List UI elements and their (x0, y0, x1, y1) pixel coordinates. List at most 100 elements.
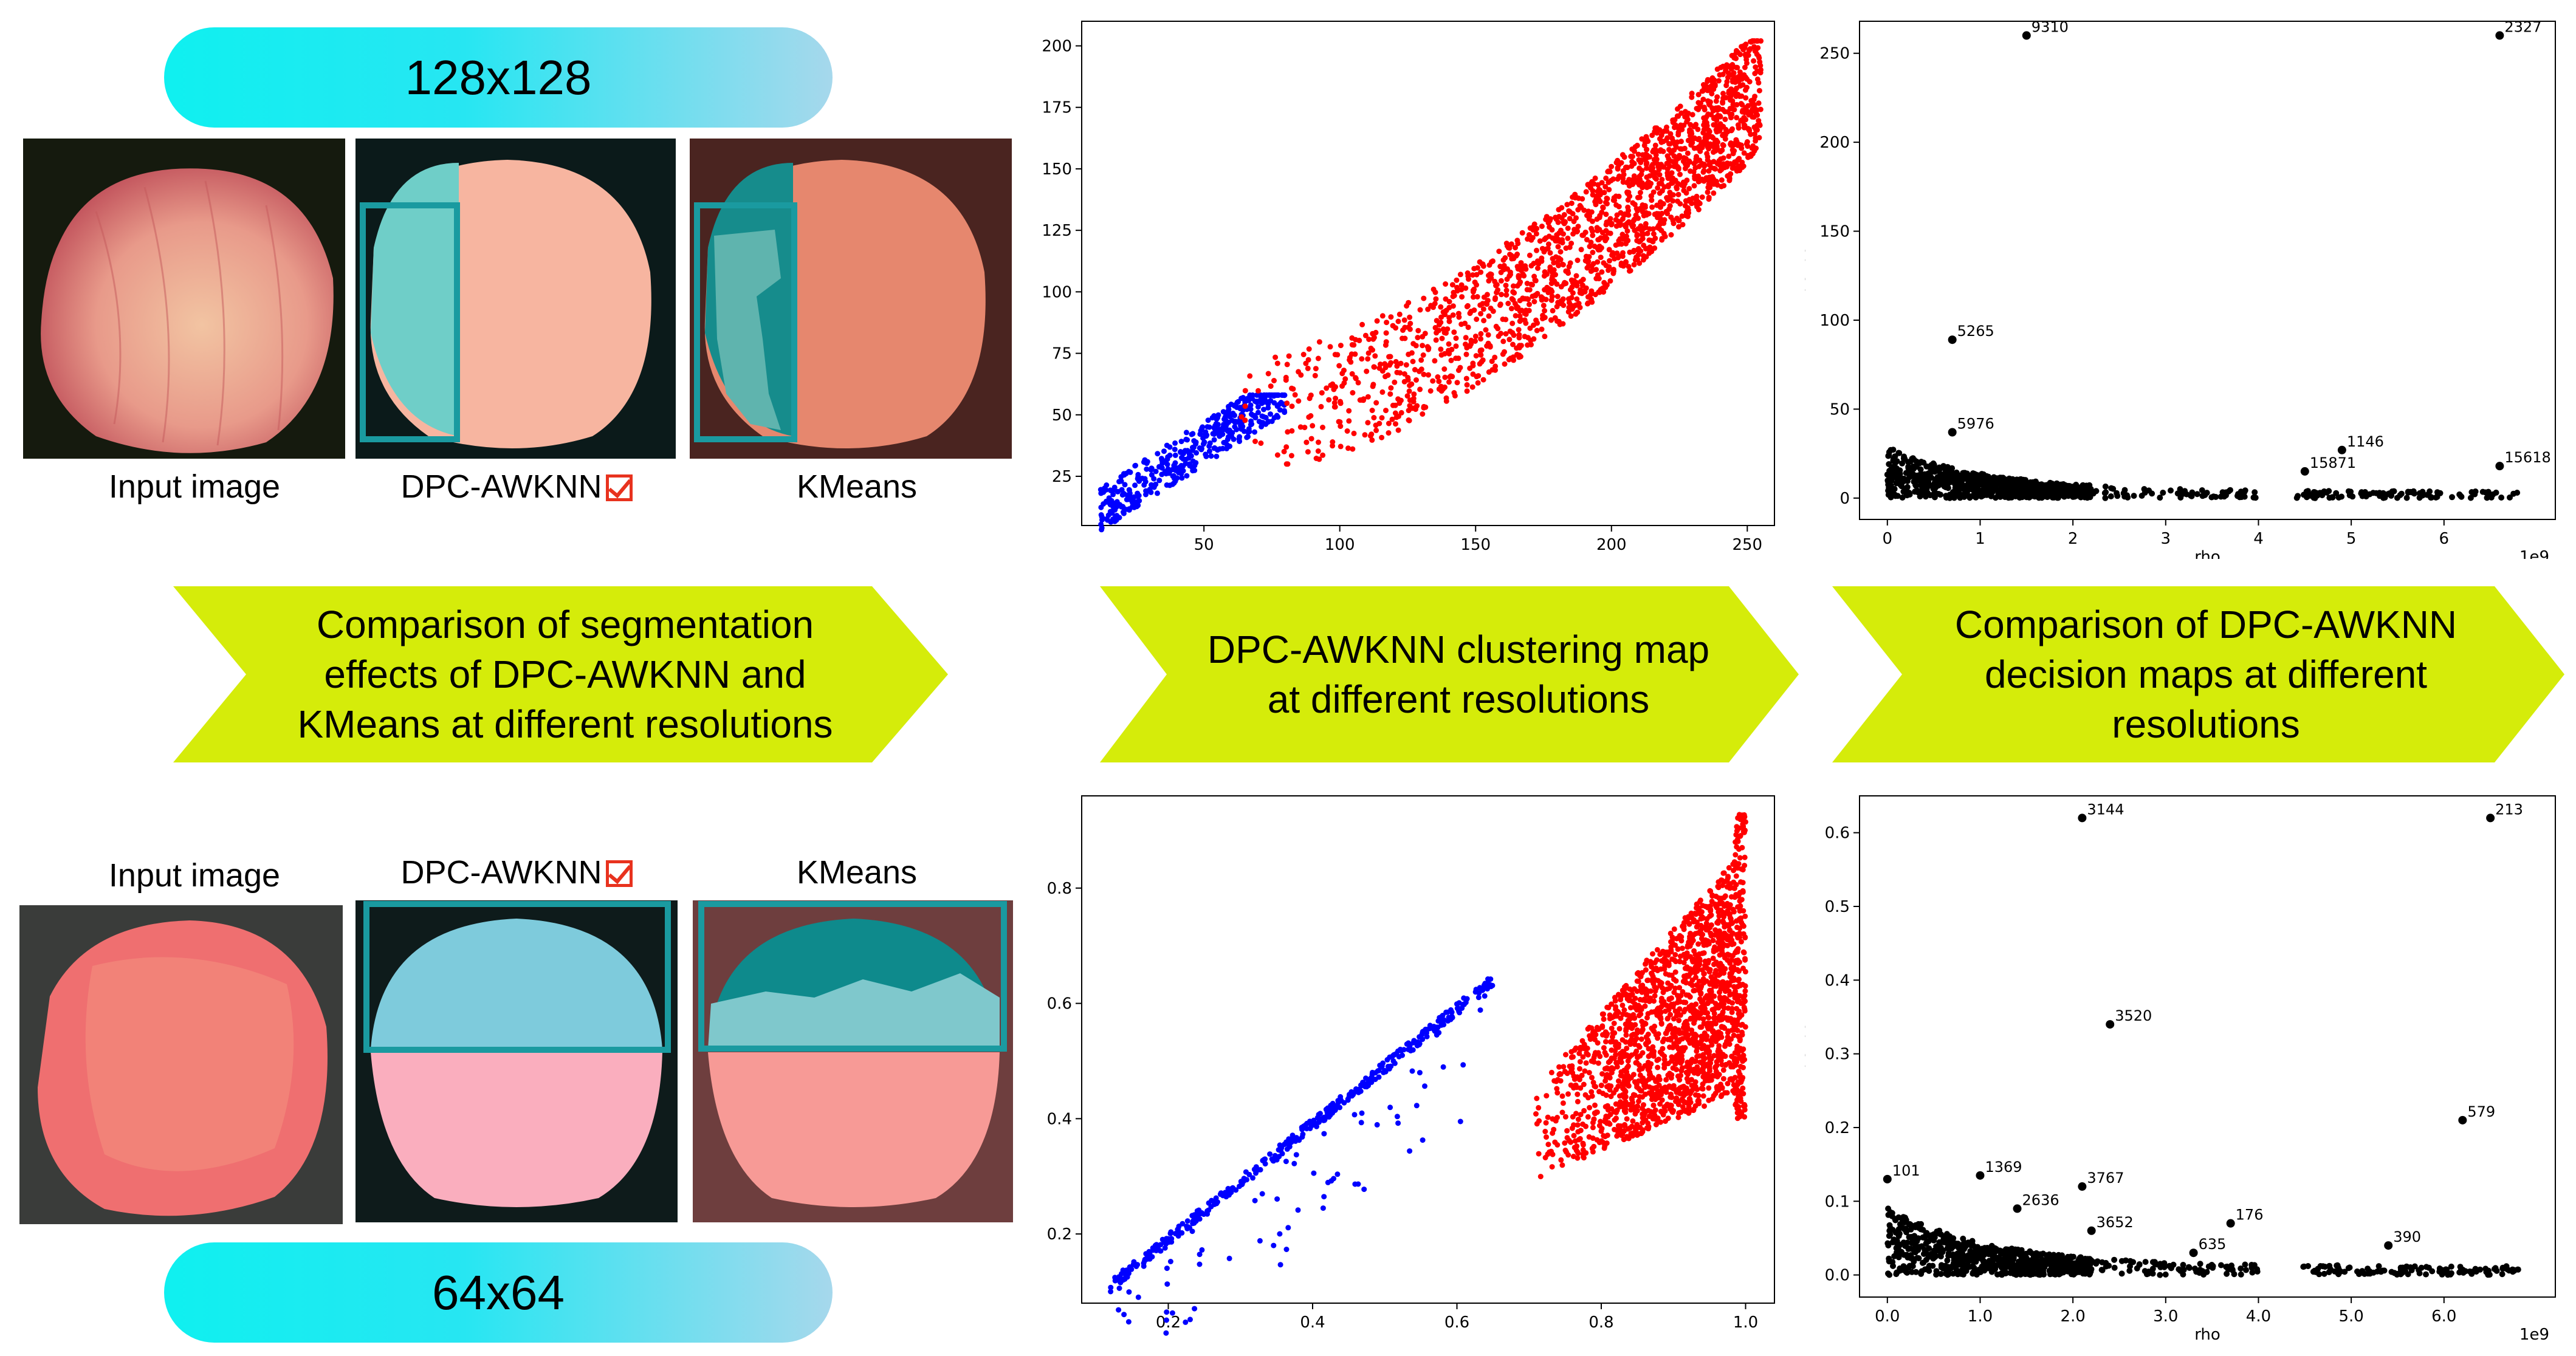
point-cluster-red (1734, 1027, 1740, 1033)
decision-point (2493, 489, 2499, 496)
point-cluster-blue (1286, 1143, 1292, 1149)
point-cluster-red (1252, 439, 1258, 444)
point-cluster-red (1683, 213, 1689, 219)
point-cluster-red (1514, 283, 1520, 289)
plot-frame (1081, 21, 1775, 526)
point-cluster-red (1705, 134, 1711, 140)
point-cluster-red (1268, 383, 1274, 389)
point-cluster-red (1310, 423, 1316, 429)
point-cluster-red (1694, 924, 1700, 930)
point-cluster-blue (1165, 454, 1171, 460)
point-cluster-red (1442, 384, 1448, 390)
point-cluster-blue (1480, 987, 1486, 993)
point-cluster-red (1734, 168, 1740, 174)
point-cluster-red (1723, 83, 1729, 89)
point-cluster-red (1735, 978, 1741, 984)
point-cluster-blue (1277, 1142, 1283, 1148)
point-cluster-red (1362, 432, 1368, 438)
point-cluster-red (1714, 66, 1720, 72)
point-cluster-red (1634, 978, 1640, 984)
point-cluster-red (1627, 193, 1633, 199)
point-cluster-red (1603, 1052, 1609, 1058)
point-cluster-red (1684, 118, 1690, 125)
point-cluster-red (1362, 332, 1369, 338)
point-cluster-red (1742, 863, 1748, 869)
point-cluster-red (1667, 203, 1673, 209)
point-cluster-red (1679, 1065, 1685, 1071)
point-cluster-blue (1321, 1131, 1327, 1137)
point-cluster-blue (1345, 1097, 1351, 1103)
point-cluster-red (1632, 1041, 1638, 1047)
point-cluster-red (1716, 1072, 1722, 1078)
point-cluster-red (1330, 443, 1336, 449)
point-cluster-red (1735, 946, 1741, 952)
point-cluster-blue (1352, 1181, 1358, 1187)
point-cluster-red (1634, 231, 1640, 238)
point-cluster-red (1595, 182, 1601, 188)
point-cluster-blue (1153, 481, 1159, 487)
point-cluster-red (1514, 238, 1520, 244)
point-cluster-blue (1299, 1134, 1305, 1140)
point-cluster-red (1503, 287, 1510, 293)
point-cluster-blue (1188, 453, 1194, 459)
decision-point (1885, 481, 1892, 488)
point-cluster-blue (1259, 423, 1265, 430)
point-cluster-blue (1406, 1046, 1411, 1052)
point-cluster-red (1548, 1148, 1554, 1154)
point-cluster-red (1258, 440, 1264, 446)
point-cluster-blue (1125, 492, 1132, 498)
point-cluster-red (1717, 901, 1723, 906)
decision-point (1931, 464, 1937, 470)
point-cluster-red (1292, 392, 1298, 398)
point-cluster-red (1395, 396, 1401, 402)
point-cluster-red (1740, 163, 1747, 169)
point-cluster-red (1543, 246, 1549, 252)
point-cluster-blue (1392, 1060, 1398, 1066)
point-cluster-red (1409, 405, 1415, 411)
point-cluster-red (1605, 230, 1611, 236)
point-cluster-red (1652, 175, 1658, 181)
point-cluster-blue (1179, 475, 1185, 481)
point-cluster-red (1333, 384, 1338, 390)
point-cluster-blue (1108, 1289, 1114, 1295)
point-cluster-red (1583, 189, 1589, 195)
point-cluster-red (1679, 126, 1685, 132)
labeled-point (1948, 335, 1957, 344)
point-cluster-red (1474, 317, 1480, 322)
decision-point (1980, 474, 1987, 480)
point-cluster-red (1626, 212, 1632, 218)
point-cluster-red (1306, 414, 1312, 420)
point-cluster-red (1756, 87, 1762, 94)
point-cluster-red (1540, 303, 1547, 309)
point-cluster-red (1457, 272, 1463, 278)
point-cluster-red (1406, 388, 1412, 394)
point-cluster-blue (1282, 1142, 1288, 1148)
point-cluster-red (1603, 1039, 1609, 1045)
point-cluster-red (1623, 1094, 1629, 1100)
point-cluster-red (1577, 290, 1583, 296)
point-cluster-red (1623, 164, 1629, 170)
point-cluster-red (1559, 215, 1565, 221)
point-cluster-red (1706, 162, 1712, 168)
point-cluster-blue (1157, 1248, 1163, 1254)
point-cluster-blue (1164, 1317, 1169, 1323)
point-cluster-red (1379, 434, 1385, 440)
point-cluster-red (1737, 903, 1743, 909)
point-cluster-red (1446, 318, 1452, 324)
x-tick-label: 50 (1194, 536, 1214, 554)
point-cluster-red (1712, 1091, 1719, 1097)
point-cluster-red (1487, 271, 1493, 277)
point-cluster-red (1743, 104, 1749, 111)
point-cluster-red (1570, 1054, 1576, 1060)
point-cluster-blue (1320, 1205, 1326, 1211)
point-cluster-red (1742, 64, 1748, 70)
point-cluster-red (1446, 341, 1452, 347)
y-tick-label: 0 (1839, 490, 1850, 508)
decision-point (2484, 495, 2490, 501)
point-cluster-red (1332, 404, 1338, 410)
point-cluster-red (1657, 214, 1663, 220)
point-cluster-red (1734, 48, 1739, 53)
point-cluster-red (1516, 352, 1522, 358)
point-cluster-red (1751, 44, 1757, 50)
point-cluster-blue (1225, 1186, 1231, 1191)
